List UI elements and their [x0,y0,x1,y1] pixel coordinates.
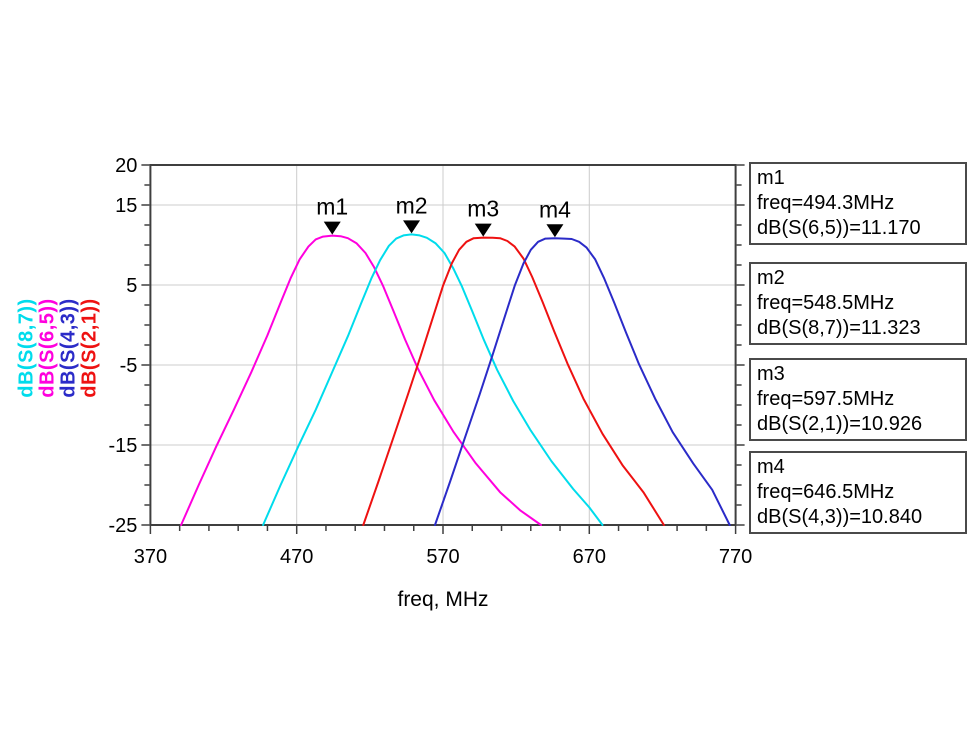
trace-dB(S(4,3)) [434,237,731,526]
marker-label-m4: m4 [539,196,571,222]
trace-dB(S(8,7)) [262,233,604,526]
marker-triangle-m2[interactable] [403,220,421,234]
x-tick-label: 570 [426,546,459,568]
x-axis-title: freq, MHz [397,588,488,611]
y-tick-label: 15 [115,195,137,217]
y-tick-label: 20 [115,155,137,177]
marker-readout-box-m4[interactable]: m4 freq=646.5MHz dB(S(4,3))=10.840 [749,451,967,534]
marker-readout-box-m2[interactable]: m2 freq=548.5MHz dB(S(8,7))=11.323 [749,262,967,345]
y-axis-series-label-s43: dB(S(4,3)) [57,298,80,398]
marker-name: m2 [757,267,785,289]
marker-frequency: freq=597.5MHz [757,388,895,410]
marker-triangle-m1[interactable] [323,221,341,235]
x-tick-label: 470 [280,546,313,568]
y-tick-label: -25 [108,515,137,537]
y-tick-label: -5 [120,355,138,377]
marker-name: m3 [757,363,785,385]
x-tick-label: 370 [134,546,167,568]
marker-label-m3: m3 [467,196,499,222]
marker-frequency: freq=646.5MHz [757,481,895,503]
marker-triangle-m3[interactable] [474,223,492,237]
trace-dB(S(6,5)) [180,234,542,526]
marker-value: dB(S(4,3))=10.840 [757,506,923,528]
marker-value: dB(S(8,7))=11.323 [757,317,921,339]
y-tick-label: -15 [108,435,137,457]
marker-readout-box-m3[interactable]: m3 freq=597.5MHz dB(S(2,1))=10.926 [749,358,967,441]
trace-dB(S(2,1)) [362,236,665,526]
marker-value: dB(S(2,1))=10.926 [757,413,923,435]
plot-border [149,164,737,526]
marker-label-m2: m2 [396,192,428,218]
x-tick-label: 670 [573,546,606,568]
y-axis-series-label-s87: dB(S(8,7)) [15,298,38,398]
marker-frequency: freq=548.5MHz [757,292,895,314]
y-axis-series-label-s21: dB(S(2,1)) [78,298,101,398]
marker-value: dB(S(6,5))=11.170 [757,217,921,239]
x-tick-label: 770 [719,546,752,568]
marker-name: m1 [757,167,785,189]
marker-frequency: freq=494.3MHz [757,192,895,214]
y-axis-series-label-s65: dB(S(6,5)) [36,298,59,398]
marker-name: m4 [757,456,785,478]
marker-readout-box-m1[interactable]: m1 freq=494.3MHz dB(S(6,5))=11.170 [749,162,967,245]
marker-triangle-m4[interactable] [546,224,564,238]
y-tick-label: 5 [126,275,137,297]
marker-label-m1: m1 [316,194,348,220]
